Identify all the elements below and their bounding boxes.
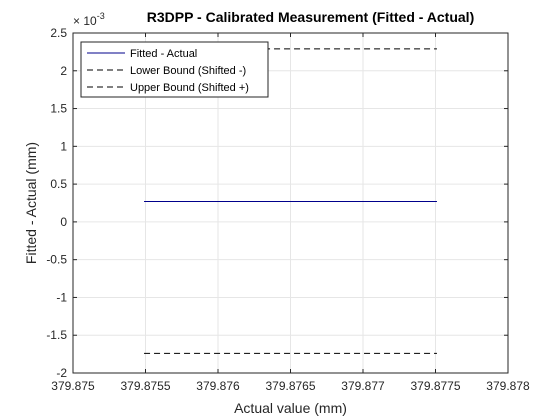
y-tick-label: 1 xyxy=(60,139,67,153)
legend-items: Fitted - Actual Lower Bound (Shifted -) Up… xyxy=(87,48,249,94)
y-tick-label: 0.5 xyxy=(50,177,67,191)
y-exponent-power: -3 xyxy=(97,11,105,21)
x-tick-label: 379.877 xyxy=(341,379,385,393)
y-tick-label: 0 xyxy=(60,215,67,229)
x-tick-label: 379.878 xyxy=(486,379,530,393)
legend-entry: Lower Bound (Shifted -) xyxy=(130,65,246,77)
y-axis-label: Fitted - Actual (mm) xyxy=(23,142,39,264)
x-tick-label: 379.8775 xyxy=(410,379,460,393)
y-tick-label: 2.5 xyxy=(50,26,67,40)
y-tick-label: -1.5 xyxy=(46,328,67,342)
y-tick-label: -2 xyxy=(56,366,67,380)
tick-labels: 379.875 379.8755 379.876 379.8765 379.877 379… xyxy=(46,26,530,393)
series-layer xyxy=(144,48,437,354)
ticks xyxy=(72,32,509,374)
x-axis-label: Actual value (mm) xyxy=(234,400,347,416)
x-tick-label: 379.8765 xyxy=(265,379,315,393)
legend-entry: Fitted - Actual xyxy=(130,48,197,60)
x-tick-label: 379.875 xyxy=(51,379,95,393)
y-tick-label: 1.5 xyxy=(50,102,67,116)
legend-entry: Upper Bound (Shifted +) xyxy=(130,82,249,94)
legend: Fitted - Actual Lower Bound (Shifted -) Up… xyxy=(80,41,269,98)
chart-title: R3DPP - Calibrated Measurement (Fitted -… xyxy=(147,9,475,25)
y-tick-label: -1 xyxy=(56,290,67,304)
y-exponent-base: × 10 xyxy=(73,14,97,28)
y-exponent-label: × 10-3 xyxy=(73,11,105,28)
y-tick-label: 2 xyxy=(60,64,67,78)
x-tick-label: 379.876 xyxy=(196,379,240,393)
y-tick-label: -0.5 xyxy=(46,253,67,267)
x-tick-label: 379.8755 xyxy=(120,379,170,393)
